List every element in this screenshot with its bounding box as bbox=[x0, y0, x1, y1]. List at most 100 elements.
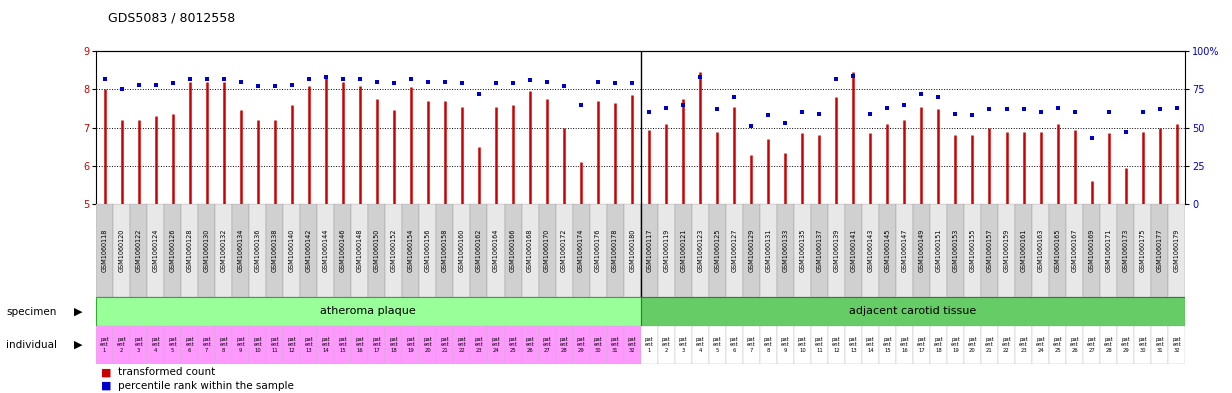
Bar bbox=[538, 326, 556, 364]
Bar bbox=[896, 204, 913, 297]
Text: pat
ent
14: pat ent 14 bbox=[322, 337, 330, 353]
Text: GSM1060145: GSM1060145 bbox=[885, 229, 891, 272]
Bar bbox=[1015, 204, 1032, 297]
Text: pat
ent
29: pat ent 29 bbox=[1121, 337, 1130, 353]
Bar bbox=[521, 204, 538, 297]
Text: GSM1060157: GSM1060157 bbox=[987, 229, 993, 272]
Text: GSM1060120: GSM1060120 bbox=[118, 229, 124, 272]
Text: pat
ent
5: pat ent 5 bbox=[713, 337, 722, 353]
Text: pat
ent
32: pat ent 32 bbox=[1173, 337, 1181, 353]
Bar bbox=[216, 326, 232, 364]
Text: pat
ent
24: pat ent 24 bbox=[492, 337, 500, 353]
Text: GSM1060129: GSM1060129 bbox=[748, 229, 754, 272]
Bar bbox=[913, 326, 930, 364]
Bar bbox=[776, 326, 793, 364]
Bar bbox=[266, 204, 283, 297]
Bar bbox=[538, 204, 556, 297]
Text: GSM1060122: GSM1060122 bbox=[136, 229, 142, 272]
Bar bbox=[691, 204, 708, 297]
Text: pat
ent
6: pat ent 6 bbox=[729, 337, 739, 353]
Bar bbox=[368, 204, 386, 297]
Text: pat
ent
11: pat ent 11 bbox=[270, 337, 280, 353]
Bar bbox=[1083, 326, 1100, 364]
Bar bbox=[760, 326, 777, 364]
Bar bbox=[147, 204, 164, 297]
Text: pat
ent
7: pat ent 7 bbox=[747, 337, 755, 353]
Text: pat
ent
4: pat ent 4 bbox=[152, 337, 160, 353]
Bar bbox=[1066, 326, 1083, 364]
Bar bbox=[641, 326, 658, 364]
Text: pat
ent
17: pat ent 17 bbox=[372, 337, 381, 353]
Text: pat
ent
13: pat ent 13 bbox=[304, 337, 313, 353]
Bar bbox=[96, 204, 113, 297]
Text: pat
ent
29: pat ent 29 bbox=[577, 337, 585, 353]
Text: GSM1060172: GSM1060172 bbox=[561, 229, 567, 272]
Bar bbox=[249, 326, 266, 364]
Text: pat
ent
26: pat ent 26 bbox=[526, 337, 535, 353]
Text: pat
ent
24: pat ent 24 bbox=[1036, 337, 1045, 353]
Text: GSM1060180: GSM1060180 bbox=[630, 229, 636, 272]
Text: GSM1060126: GSM1060126 bbox=[170, 229, 176, 272]
Text: pat
ent
28: pat ent 28 bbox=[1104, 337, 1112, 353]
Bar bbox=[436, 326, 453, 364]
Text: GSM1060170: GSM1060170 bbox=[545, 229, 549, 272]
Bar bbox=[606, 326, 623, 364]
Text: pat
ent
15: pat ent 15 bbox=[339, 337, 347, 353]
Text: pat
ent
21: pat ent 21 bbox=[986, 337, 994, 353]
Text: GSM1060138: GSM1060138 bbox=[272, 229, 277, 272]
Bar bbox=[453, 204, 471, 297]
Bar bbox=[708, 326, 726, 364]
Text: GSM1060130: GSM1060130 bbox=[203, 229, 209, 272]
Bar bbox=[998, 326, 1015, 364]
Bar bbox=[1066, 204, 1083, 297]
Bar bbox=[658, 204, 675, 297]
Bar bbox=[573, 204, 590, 297]
Bar bbox=[556, 326, 573, 364]
Text: GSM1060176: GSM1060176 bbox=[595, 229, 601, 272]
Bar bbox=[198, 326, 216, 364]
Text: GSM1060169: GSM1060169 bbox=[1089, 229, 1094, 272]
Text: pat
ent
1: pat ent 1 bbox=[644, 337, 653, 353]
Bar bbox=[590, 204, 606, 297]
Text: adjacent carotid tissue: adjacent carotid tissue bbox=[849, 307, 977, 316]
Bar bbox=[963, 326, 981, 364]
Text: pat
ent
1: pat ent 1 bbox=[100, 337, 108, 353]
Text: GSM1060132: GSM1060132 bbox=[221, 229, 227, 272]
Bar bbox=[878, 204, 896, 297]
Text: GSM1060163: GSM1060163 bbox=[1037, 229, 1044, 272]
Text: pat
ent
9: pat ent 9 bbox=[781, 337, 790, 353]
Text: pat
ent
26: pat ent 26 bbox=[1071, 337, 1079, 353]
Bar bbox=[1135, 326, 1151, 364]
Text: GSM1060179: GSM1060179 bbox=[1174, 229, 1180, 272]
Text: GSM1060151: GSM1060151 bbox=[935, 229, 941, 272]
Text: GSM1060178: GSM1060178 bbox=[612, 229, 618, 272]
Bar bbox=[419, 326, 436, 364]
Text: pat
ent
28: pat ent 28 bbox=[559, 337, 568, 353]
Bar bbox=[301, 326, 318, 364]
Bar bbox=[1032, 326, 1050, 364]
Bar bbox=[1151, 326, 1168, 364]
Bar bbox=[878, 326, 896, 364]
Bar bbox=[1100, 326, 1117, 364]
Text: transformed count: transformed count bbox=[118, 367, 216, 377]
Bar bbox=[726, 326, 743, 364]
Text: ■: ■ bbox=[101, 367, 112, 377]
Bar bbox=[658, 326, 675, 364]
Text: GSM1060147: GSM1060147 bbox=[902, 229, 908, 272]
Bar bbox=[913, 204, 930, 297]
Bar bbox=[845, 204, 862, 297]
Text: pat
ent
22: pat ent 22 bbox=[457, 337, 467, 353]
Bar bbox=[947, 326, 963, 364]
Bar bbox=[811, 326, 828, 364]
Bar bbox=[164, 326, 181, 364]
Text: GSM1060137: GSM1060137 bbox=[817, 229, 822, 272]
Bar bbox=[505, 204, 521, 297]
Bar bbox=[1117, 204, 1135, 297]
Bar bbox=[164, 204, 181, 297]
Text: GSM1060127: GSM1060127 bbox=[732, 229, 737, 272]
Bar bbox=[521, 326, 538, 364]
Text: GSM1060155: GSM1060155 bbox=[970, 229, 976, 272]
Bar bbox=[386, 204, 403, 297]
Bar bbox=[623, 326, 641, 364]
Bar bbox=[981, 204, 998, 297]
